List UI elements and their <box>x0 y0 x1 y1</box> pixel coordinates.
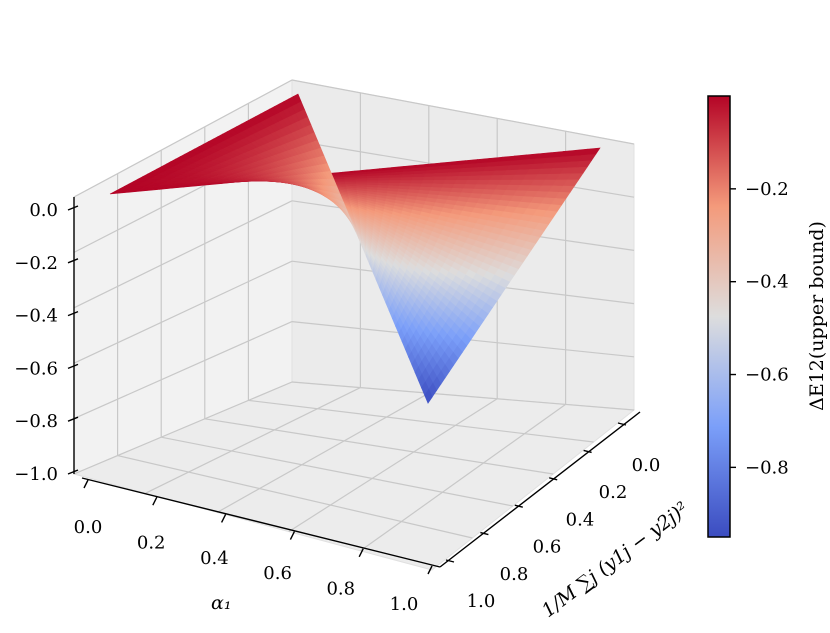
y-tick <box>583 449 592 454</box>
grid-line <box>360 403 566 552</box>
surface-patch <box>442 180 457 185</box>
grid-line <box>145 387 361 494</box>
z-tick-label: −1.0 <box>14 464 58 485</box>
colorbar-ticks: −0.2 −0.4 −0.6 −0.8 <box>730 179 789 478</box>
surface-patch <box>400 177 413 181</box>
colorbar-tick-label: −0.8 <box>745 457 789 478</box>
z-tick-label: −0.4 <box>14 306 58 327</box>
surface-patch <box>377 177 391 181</box>
surface-patch <box>432 180 446 185</box>
z-tick-label: −0.6 <box>14 358 58 379</box>
x-tick-label: 0.2 <box>137 532 166 553</box>
z-tick-label: −0.8 <box>14 411 58 432</box>
colorbar <box>707 95 731 538</box>
y-tick <box>617 422 627 426</box>
grid-line <box>73 381 293 475</box>
grid-line <box>73 321 293 420</box>
surface-patch <box>433 176 448 181</box>
y-tick-label: 0.8 <box>500 564 529 585</box>
z-tick <box>67 258 79 264</box>
grid-line <box>73 200 293 309</box>
y-tick-label: 0.0 <box>632 455 661 476</box>
x-tick <box>358 548 364 558</box>
z-tick <box>67 205 79 211</box>
grid-line <box>291 381 635 411</box>
svg-text:ΔE12(upper bound): ΔE12(upper bound) <box>806 221 828 411</box>
x-axis-line <box>81 477 441 568</box>
z-tick-label: −0.2 <box>14 253 58 274</box>
y-axis-label: 1/M ∑j (y1j − y2j)² <box>538 498 693 622</box>
y-tick <box>480 531 489 536</box>
z-tick <box>67 363 79 370</box>
y-axis-line <box>439 411 641 568</box>
surface-patch <box>434 172 449 178</box>
grid-line <box>291 79 635 145</box>
surface-patch <box>411 176 425 181</box>
surface-patch <box>366 177 379 181</box>
x-tick-label: 0.6 <box>263 563 292 584</box>
colorbar-label: ΔE12(upper bound) <box>806 221 828 411</box>
x-tick-label: 0.8 <box>326 579 355 600</box>
grid-line <box>216 392 430 513</box>
grid-line <box>73 260 293 364</box>
colorbar-tick-label: −0.6 <box>745 365 789 386</box>
y-tick-label: 0.6 <box>533 537 562 558</box>
y-tick <box>549 477 558 481</box>
x-tick-label: 0.0 <box>74 517 103 538</box>
grid-line <box>161 436 513 507</box>
x-tick <box>83 479 89 489</box>
surface-patch <box>421 180 435 185</box>
surface <box>109 93 601 404</box>
z-tick <box>67 310 79 317</box>
surface-patch <box>410 180 424 185</box>
y-tick <box>514 504 523 508</box>
x-tick-label: 1.0 <box>390 594 419 615</box>
z-tick-label: 0.0 <box>29 200 58 221</box>
y-tick-label: 1.0 <box>467 591 496 612</box>
z-tick <box>67 416 79 422</box>
colorbar-tick-label: −0.2 <box>745 179 789 200</box>
y-tick-label: 0.4 <box>566 509 595 530</box>
axis-ticks: −1.0−0.8−0.6−0.4−0.20.00.00.20.40.60.81.… <box>14 200 660 615</box>
x-tick <box>427 565 433 575</box>
x-tick <box>220 514 227 523</box>
grid-line <box>248 399 594 443</box>
colorbar-tick-label: −0.4 <box>745 272 789 293</box>
surface-patch <box>399 180 413 184</box>
svg-text:1/M ∑j (y1j − y2j)²: 1/M ∑j (y1j − y2j)² <box>538 498 693 622</box>
surface-patch <box>424 388 433 404</box>
surface-patch <box>423 173 438 178</box>
surface-patch <box>422 176 436 181</box>
x-tick <box>152 496 158 506</box>
x-tick <box>289 531 296 540</box>
grid-line <box>73 79 293 198</box>
y-tick-label: 0.2 <box>599 482 628 503</box>
grid-line <box>204 418 554 475</box>
grid-line <box>288 398 498 533</box>
x-tick-label: 0.4 <box>200 548 229 569</box>
y-tick <box>445 559 455 563</box>
x-axis-label: α₁ <box>211 592 231 614</box>
z-tick <box>67 469 79 475</box>
grid-line <box>117 455 473 539</box>
surface-patch <box>389 177 402 181</box>
surface-patch <box>444 176 459 181</box>
